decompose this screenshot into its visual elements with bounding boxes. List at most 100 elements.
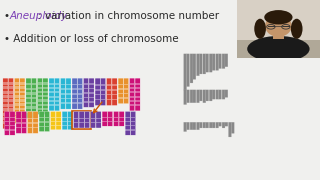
Bar [38, 104, 42, 106]
FancyBboxPatch shape [44, 111, 50, 132]
Bar [9, 108, 13, 111]
Bar [28, 122, 32, 124]
Bar [101, 94, 105, 95]
FancyBboxPatch shape [184, 90, 187, 105]
FancyBboxPatch shape [14, 78, 20, 123]
Bar [9, 82, 13, 85]
FancyBboxPatch shape [184, 54, 187, 90]
Bar [237, 0, 320, 40]
Bar [125, 121, 130, 122]
Bar [114, 121, 118, 122]
Bar [62, 116, 67, 118]
FancyBboxPatch shape [89, 78, 94, 107]
Bar [135, 83, 140, 85]
Bar [85, 118, 89, 119]
Bar [20, 112, 25, 115]
FancyBboxPatch shape [68, 111, 73, 130]
Bar [107, 94, 111, 95]
Bar [74, 118, 78, 119]
Bar [15, 108, 19, 111]
FancyBboxPatch shape [119, 111, 124, 126]
Bar [118, 88, 123, 90]
FancyBboxPatch shape [199, 122, 202, 128]
Bar [45, 126, 49, 127]
Text: : variation in chromosome number: : variation in chromosome number [38, 11, 219, 21]
Bar [15, 99, 19, 102]
FancyBboxPatch shape [206, 122, 209, 128]
FancyBboxPatch shape [203, 54, 206, 74]
Bar [15, 112, 19, 115]
FancyBboxPatch shape [8, 78, 13, 129]
FancyBboxPatch shape [216, 54, 219, 70]
FancyBboxPatch shape [222, 90, 225, 99]
Bar [3, 108, 8, 111]
Bar [130, 83, 134, 85]
Ellipse shape [291, 19, 302, 39]
FancyBboxPatch shape [43, 78, 48, 114]
Bar [72, 98, 77, 100]
Bar [9, 99, 13, 102]
Bar [3, 117, 8, 120]
Bar [112, 84, 117, 86]
FancyBboxPatch shape [187, 90, 189, 103]
Bar [55, 83, 59, 85]
Bar [26, 111, 31, 113]
FancyBboxPatch shape [3, 78, 8, 129]
Bar [112, 94, 117, 95]
Bar [20, 86, 25, 89]
Bar [118, 93, 123, 94]
Bar [55, 87, 59, 89]
FancyBboxPatch shape [193, 122, 196, 130]
Bar [135, 104, 140, 106]
Bar [68, 125, 72, 126]
Bar [38, 99, 42, 102]
Bar [66, 88, 71, 90]
Bar [10, 117, 15, 118]
Bar [16, 127, 21, 128]
Bar [5, 121, 9, 122]
Bar [62, 125, 67, 126]
Bar [101, 89, 105, 91]
Bar [84, 83, 88, 85]
Bar [26, 92, 31, 95]
FancyBboxPatch shape [199, 54, 202, 74]
Bar [61, 98, 65, 100]
Bar [135, 87, 140, 89]
Bar [15, 103, 19, 106]
FancyBboxPatch shape [31, 78, 36, 118]
Bar [125, 129, 130, 131]
FancyBboxPatch shape [209, 122, 212, 128]
Bar [38, 82, 42, 85]
Bar [72, 102, 77, 104]
Bar [66, 93, 71, 95]
Bar [10, 125, 15, 127]
Bar [3, 95, 8, 98]
Bar [56, 121, 61, 122]
Bar [130, 100, 134, 102]
Bar [135, 100, 140, 102]
Text: • Addition or loss of chromosome: • Addition or loss of chromosome [4, 34, 179, 44]
Bar [49, 100, 54, 102]
Bar [72, 88, 77, 90]
FancyBboxPatch shape [21, 111, 27, 133]
Bar [130, 104, 134, 106]
Bar [124, 97, 128, 99]
FancyBboxPatch shape [108, 111, 113, 126]
Bar [43, 87, 48, 89]
FancyBboxPatch shape [206, 90, 209, 101]
Bar [20, 82, 25, 85]
FancyBboxPatch shape [196, 54, 199, 76]
Bar [26, 102, 31, 104]
FancyBboxPatch shape [212, 90, 215, 99]
Bar [78, 88, 82, 90]
Bar [32, 97, 36, 99]
Bar [135, 91, 140, 93]
Bar [84, 101, 88, 103]
Bar [55, 96, 59, 98]
FancyBboxPatch shape [39, 111, 44, 132]
FancyBboxPatch shape [219, 90, 221, 99]
Bar [32, 83, 36, 85]
Bar [124, 84, 128, 85]
Bar [96, 118, 101, 119]
Bar [61, 88, 65, 90]
